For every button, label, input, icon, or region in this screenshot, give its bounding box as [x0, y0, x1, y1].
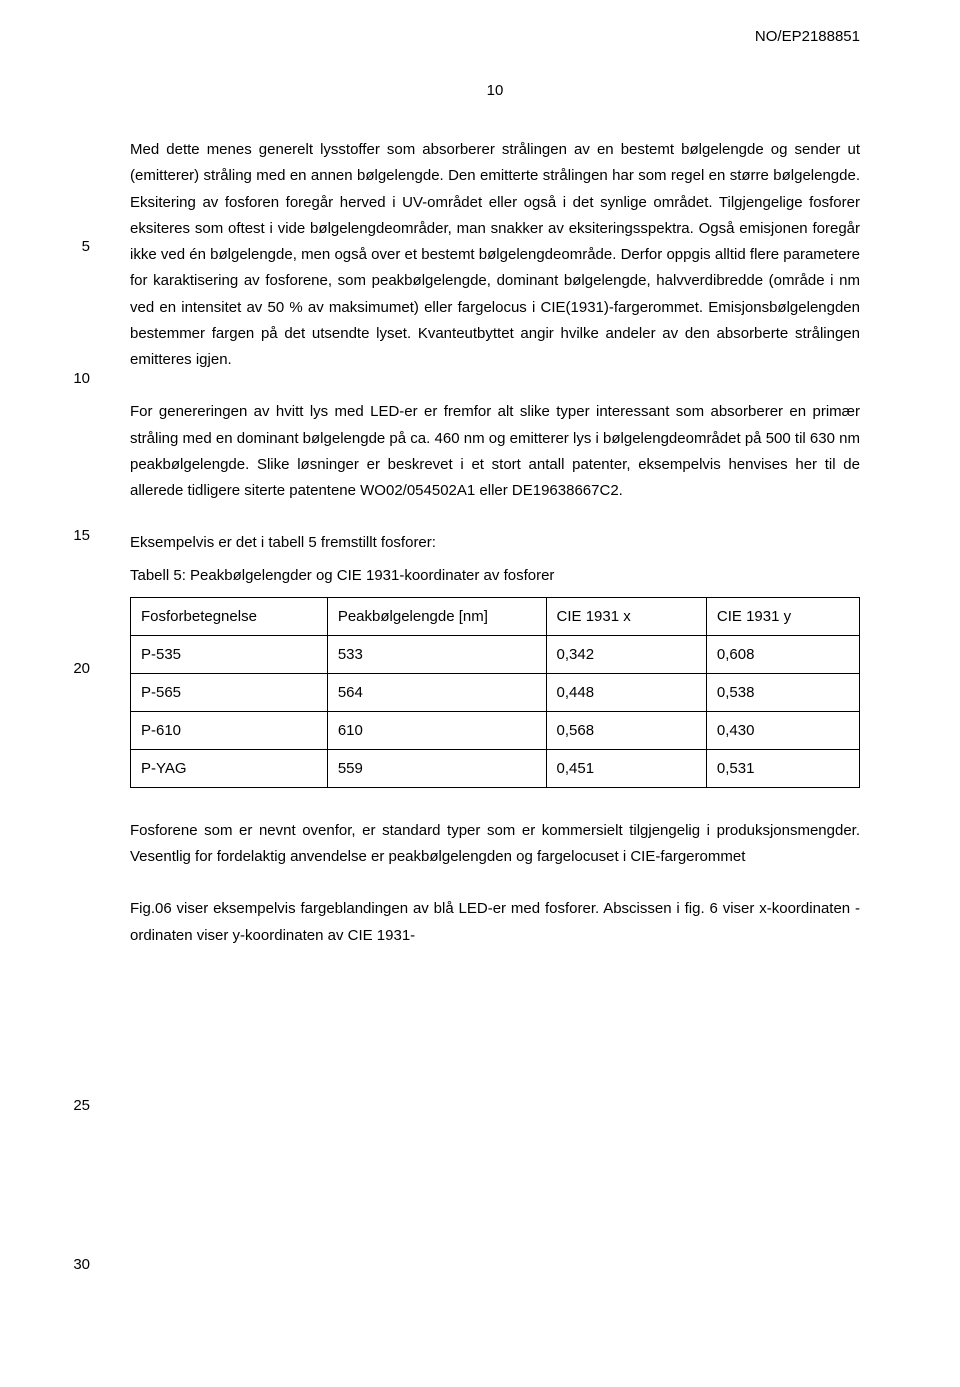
table-header-cell: CIE 1931 x	[546, 597, 706, 635]
paragraph: For genereringen av hvitt lys med LED-er…	[130, 399, 860, 504]
table-cell: 0,608	[706, 635, 859, 673]
table-cell: 0,430	[706, 711, 859, 749]
table-cell: 564	[327, 673, 546, 711]
table-cell: P-610	[131, 711, 328, 749]
line-number: 10	[60, 370, 90, 387]
phosphor-table: Fosforbetegnelse Peakbølgelengde [nm] CI…	[130, 597, 860, 788]
table-header-row: Fosforbetegnelse Peakbølgelengde [nm] CI…	[131, 597, 860, 635]
table-row: P-YAG5590,4510,531	[131, 749, 860, 787]
table-cell: P-YAG	[131, 749, 328, 787]
table-cell: 0,448	[546, 673, 706, 711]
line-number: 30	[60, 1256, 90, 1273]
table-row: P-5355330,3420,608	[131, 635, 860, 673]
table-header-cell: Fosforbetegnelse	[131, 597, 328, 635]
body-content: Med dette menes generelt lysstoffer som …	[130, 137, 860, 949]
table-cell: 0,568	[546, 711, 706, 749]
document-page: NO/EP2188851 10 5 10 15 20 25 30 Med det…	[0, 0, 960, 1387]
line-number: 5	[60, 238, 90, 255]
line-number: 25	[60, 1097, 90, 1114]
table-cell: 0,342	[546, 635, 706, 673]
page-number: 10	[130, 82, 860, 99]
paragraph: Fig.06 viser eksempelvis fargeblandingen…	[130, 896, 860, 949]
table-header-cell: CIE 1931 y	[706, 597, 859, 635]
table-cell: P-535	[131, 635, 328, 673]
table-cell: 559	[327, 749, 546, 787]
table-cell: 610	[327, 711, 546, 749]
table-cell: 0,538	[706, 673, 859, 711]
line-number: 15	[60, 527, 90, 544]
paragraph: Med dette menes generelt lysstoffer som …	[130, 137, 860, 373]
table-caption: Tabell 5: Peakbølgelengder og CIE 1931-k…	[130, 563, 860, 589]
table-body: P-5355330,3420,608P-5655640,4480,538P-61…	[131, 635, 860, 787]
line-number: 20	[60, 660, 90, 677]
table-cell: 0,531	[706, 749, 859, 787]
table-row: P-5655640,4480,538	[131, 673, 860, 711]
table-cell: 533	[327, 635, 546, 673]
table-row: P-6106100,5680,430	[131, 711, 860, 749]
doc-id: NO/EP2188851	[755, 28, 860, 45]
table-header-cell: Peakbølgelengde [nm]	[327, 597, 546, 635]
paragraph: Fosforene som er nevnt ovenfor, er stand…	[130, 818, 860, 871]
table-cell: 0,451	[546, 749, 706, 787]
table-cell: P-565	[131, 673, 328, 711]
table-intro-line: Eksempelvis er det i tabell 5 fremstillt…	[130, 530, 860, 556]
